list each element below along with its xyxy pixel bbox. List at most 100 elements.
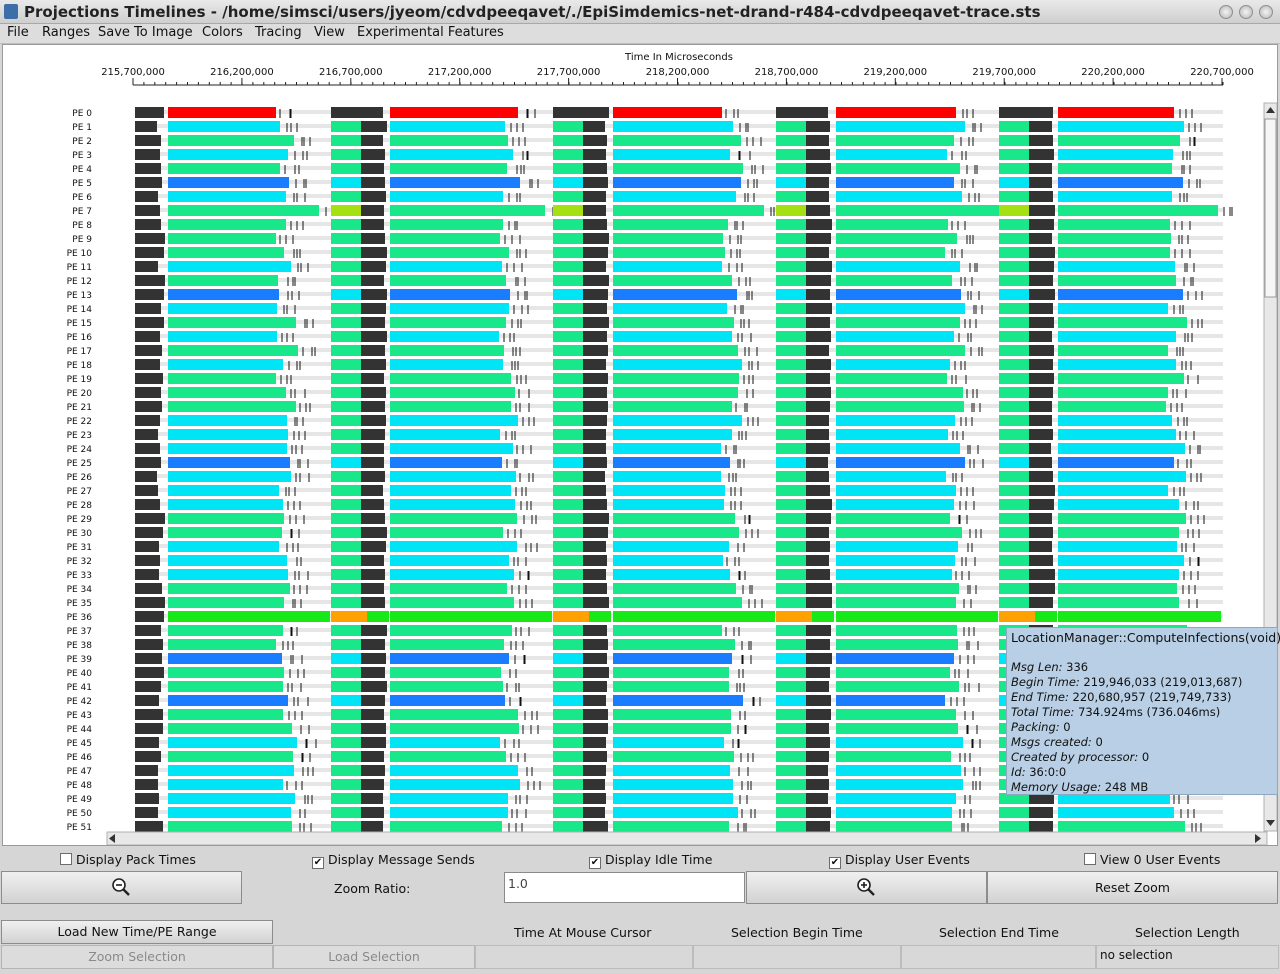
small-block	[331, 457, 367, 468]
pe-label: PE 36	[67, 613, 93, 623]
compute-block	[836, 443, 960, 454]
idle-block	[583, 639, 608, 650]
idle-block	[583, 331, 607, 342]
timeline-panel[interactable]: Time In Microseconds 215,700,000 216,200,0…	[2, 44, 1278, 846]
idle-block	[135, 471, 157, 482]
compute-block	[390, 163, 507, 174]
pe-label: PE 30	[67, 529, 93, 539]
idle-block	[135, 583, 162, 594]
idle-block	[135, 303, 161, 314]
compute-block	[836, 793, 956, 804]
compute-block	[613, 401, 732, 412]
menu-experimental-features[interactable]: Experimental Features	[357, 25, 504, 40]
display-message-sends-checkbox[interactable]: ✔ Display Message Sends	[312, 852, 475, 869]
compute-block	[613, 471, 721, 482]
maximize-button[interactable]	[1239, 5, 1253, 19]
idle-block	[806, 359, 831, 370]
close-button[interactable]	[1259, 5, 1273, 19]
zoom-in-button[interactable]	[746, 871, 987, 904]
idle-block	[583, 163, 607, 174]
small-block	[553, 541, 589, 552]
compute-block	[836, 807, 952, 818]
minimize-button[interactable]	[1219, 5, 1233, 19]
tooltip-line-label: Created by processor:	[1011, 750, 1139, 764]
small-block	[776, 597, 812, 608]
menu-ranges[interactable]: Ranges	[42, 25, 90, 40]
idle-block	[361, 737, 386, 748]
compute-block	[390, 583, 507, 594]
idle-block	[806, 163, 831, 174]
compute-block	[168, 177, 289, 188]
idle-block	[1029, 275, 1053, 286]
small-block	[999, 555, 1035, 566]
idle-block	[583, 149, 606, 160]
pe-label: PE 51	[67, 823, 92, 833]
load-range-button[interactable]: Load New Time/PE Range	[1, 920, 273, 944]
menu-tracing[interactable]: Tracing	[255, 25, 302, 40]
idle-block	[583, 191, 606, 202]
load-selection-button[interactable]: Load Selection	[273, 945, 475, 969]
small-block	[553, 527, 589, 538]
zoom-ratio-input[interactable]: 1.0	[504, 872, 745, 903]
idle-block	[1029, 303, 1053, 314]
idle-block	[361, 317, 385, 328]
compute-block	[168, 149, 288, 160]
pe-label: PE 24	[67, 445, 93, 455]
small-block	[331, 177, 367, 188]
display-idle-time-checkbox[interactable]: ✔ Display Idle Time	[589, 852, 712, 869]
compute-block	[1058, 541, 1177, 552]
menu-colors[interactable]: Colors	[202, 25, 243, 40]
compute-block	[168, 443, 287, 454]
idle-block	[1029, 107, 1053, 118]
idle-block	[1029, 121, 1052, 132]
compute-block	[1058, 289, 1183, 300]
small-block	[999, 233, 1035, 244]
compute-block	[168, 331, 277, 342]
reset-zoom-button[interactable]: Reset Zoom	[987, 871, 1278, 904]
idle-block	[806, 709, 831, 720]
compute-block	[1058, 555, 1184, 566]
menu-view[interactable]: View	[314, 25, 345, 40]
small-block	[331, 261, 367, 272]
idle-block	[135, 247, 164, 258]
small-block	[331, 667, 367, 678]
idle-block	[806, 443, 830, 454]
view-user-events-checkbox[interactable]: View 0 User Events	[1084, 852, 1220, 867]
compute-block	[836, 779, 963, 790]
small-block	[776, 163, 812, 174]
pe-label: PE 12	[67, 277, 92, 287]
small-block	[776, 401, 812, 412]
idle-block	[583, 177, 608, 188]
zoom-out-button[interactable]	[1, 871, 242, 904]
idle-block	[583, 107, 609, 118]
small-block	[776, 415, 812, 426]
idle-block	[135, 513, 165, 524]
small-block	[999, 177, 1035, 188]
small-block	[999, 401, 1035, 412]
small-block	[553, 695, 589, 706]
small-block	[331, 471, 367, 482]
compute-block	[168, 401, 296, 412]
small-block	[331, 135, 367, 146]
menu-save-to-image[interactable]: Save To Image	[98, 25, 193, 40]
compute-block	[168, 765, 294, 776]
zoom-selection-button[interactable]: Zoom Selection	[1, 945, 273, 969]
small-block	[331, 821, 367, 832]
compute-block	[390, 793, 508, 804]
display-user-events-checkbox[interactable]: ✔ Display User Events	[829, 852, 970, 869]
menu-file[interactable]: File	[7, 25, 29, 40]
compute-block	[168, 345, 298, 356]
small-block	[776, 541, 812, 552]
small-block	[999, 527, 1035, 538]
compute-block	[168, 135, 294, 146]
idle-block	[583, 485, 606, 496]
idle-block	[361, 709, 384, 720]
small-block	[331, 373, 367, 384]
compute-block	[589, 611, 611, 622]
display-pack-times-checkbox[interactable]: Display Pack Times	[60, 852, 196, 867]
idle-block	[361, 527, 387, 538]
compute-block	[613, 597, 742, 608]
idle-block	[135, 639, 163, 650]
compute-block	[613, 387, 738, 398]
compute-block	[168, 821, 292, 832]
